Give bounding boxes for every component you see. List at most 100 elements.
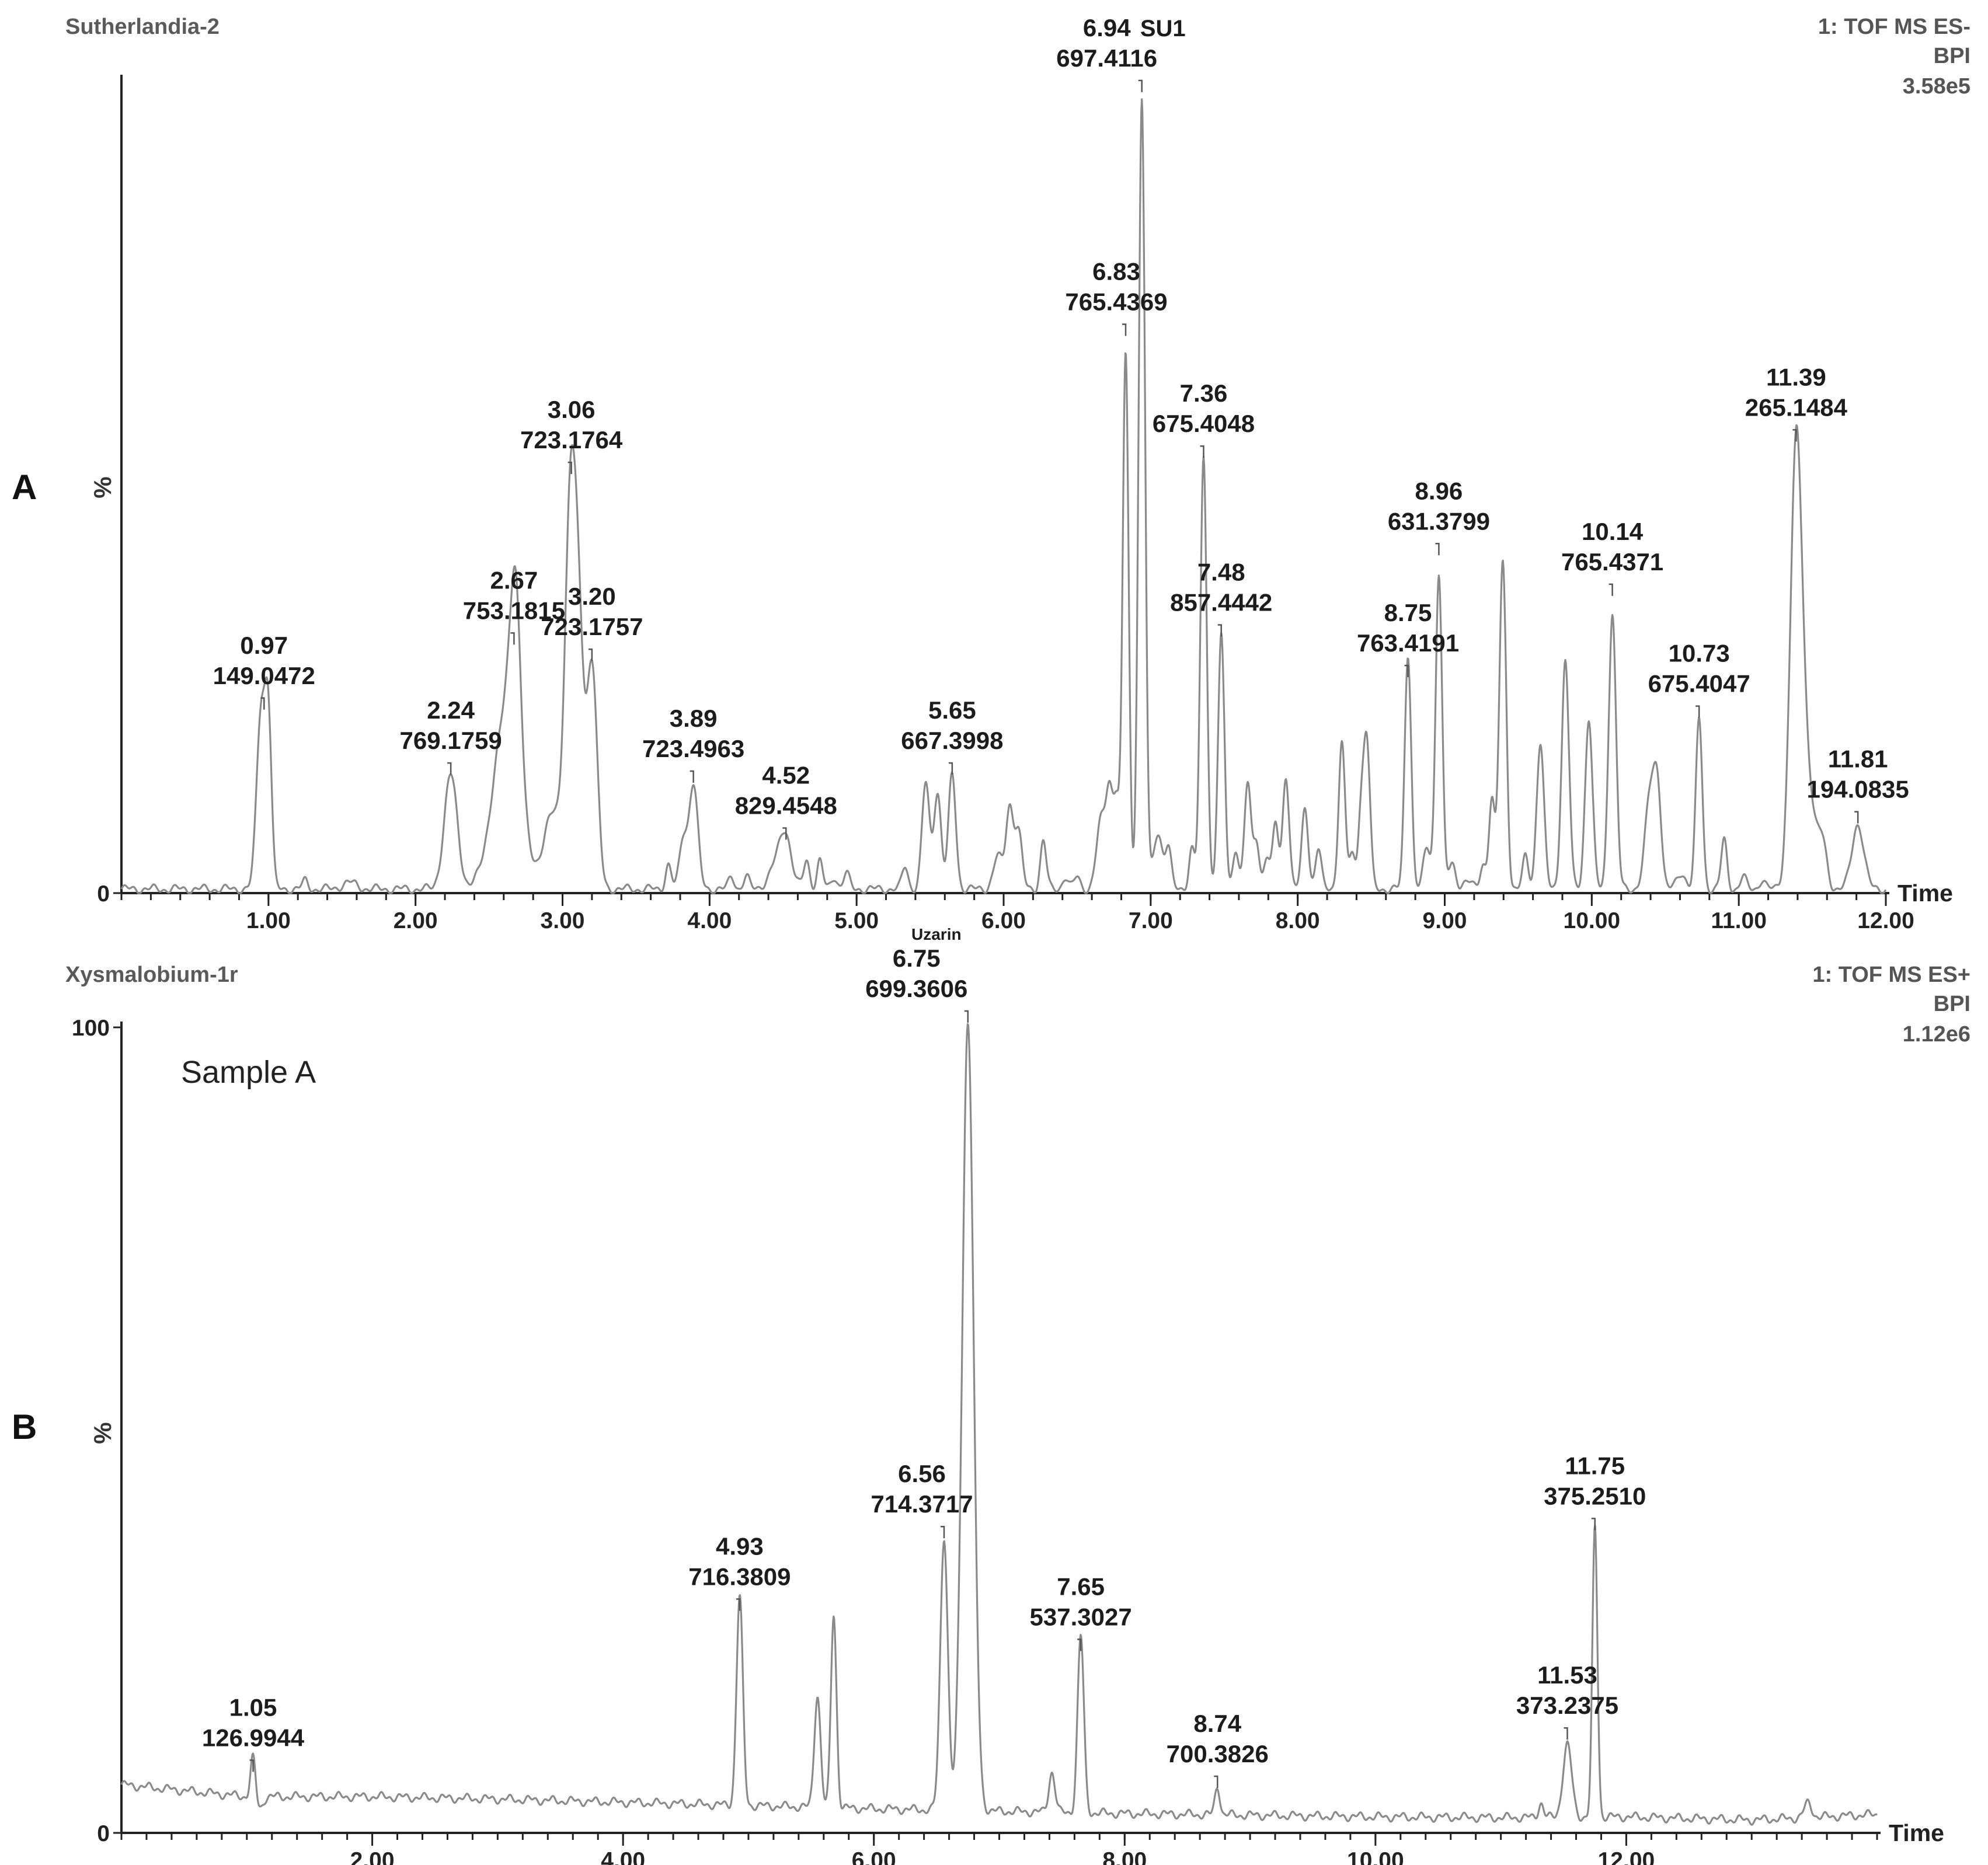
x-tick-label: 8.00	[1276, 908, 1320, 933]
peak-tick	[940, 1525, 945, 1539]
peak-rt-label: 10.73	[1669, 640, 1730, 667]
peak-annotation: 5.65 667.3998	[901, 696, 1003, 775]
peak-rt-label: 6.83	[1092, 257, 1140, 285]
x-tick-label: 10.00	[1564, 908, 1621, 933]
peak-annotation: 11.75 375.2510	[1544, 1452, 1646, 1531]
sample-annotation: Sample A	[181, 1055, 316, 1090]
header-line-1: 1: TOF MS ES-	[1818, 15, 1970, 39]
peak-annotation: 3.89 723.4963	[642, 705, 744, 783]
peak-tick	[1435, 543, 1440, 556]
peak-annotation: 6.56 714.3717	[871, 1460, 973, 1539]
peak-tick	[1217, 624, 1222, 637]
peak-annotation: 1.05 126.9944	[202, 1693, 305, 1772]
peak-mz-label: 375.2510	[1544, 1482, 1646, 1510]
peak-rt-label: 8.75	[1384, 599, 1432, 626]
x-tick-label: 11.00	[1711, 908, 1766, 933]
peak-rt-label: 7.65	[1057, 1573, 1105, 1600]
peak-rt-label: 6.94	[1083, 14, 1131, 41]
header-line-3: 3.58e5	[1903, 74, 1970, 99]
x-tick-label: 4.00	[601, 1848, 645, 1865]
peak-annotation: 8.75 763.4191	[1357, 599, 1459, 678]
x-tick-label: 7.00	[1129, 908, 1173, 933]
header-line-2: BPI	[1934, 992, 1970, 1016]
chart-panel-b: B Xysmalobium-1r 1: TOF MS ES+ BPI 1.12e6 Sam…	[12, 925, 1970, 1865]
y-tick-label: 0	[97, 881, 110, 907]
peak-mz-label: 753.1815	[463, 597, 565, 624]
peak-tick	[1214, 1775, 1218, 1788]
peak-tick	[1608, 583, 1613, 596]
peak-rt-label: 10.14	[1582, 518, 1644, 545]
peak-mz-label: 675.4048	[1153, 410, 1255, 437]
peak-mz-label: 769.1759	[400, 727, 502, 754]
x-tick-label: 6.00	[852, 1848, 896, 1865]
x-tick-label: 2.00	[394, 908, 438, 933]
x-tick-label: 6.00	[981, 908, 1026, 933]
peak-mz-label: 723.1757	[541, 613, 643, 640]
x-tick-label: 8.00	[1102, 1848, 1147, 1865]
peak-annotation: 6.75 699.3606 Uzarin	[865, 925, 969, 1023]
peak-tick	[964, 1010, 969, 1023]
peak-rt-label: 7.36	[1180, 379, 1228, 407]
peak-rt-label: 4.52	[762, 761, 810, 789]
header-line-2: BPI	[1934, 44, 1970, 68]
peak-mz-label: 723.1764	[520, 426, 623, 454]
peak-mz-label: 716.3809	[688, 1563, 791, 1590]
peak-annotation: 8.74 700.3826	[1167, 1710, 1269, 1788]
chromatogram-trace	[120, 98, 1887, 894]
peak-mz-label: 857.4442	[1170, 588, 1272, 616]
peak-annotation: 11.81 194.0835	[1807, 745, 1909, 824]
peak-rt-label: 11.53	[1537, 1661, 1597, 1689]
peak-mz-label: 126.9944	[202, 1724, 305, 1751]
x-axis-label: Time	[1889, 1819, 1944, 1846]
peak-annotation: 7.48 857.4442	[1170, 558, 1272, 637]
peak-annotation: 10.14 765.4371	[1561, 518, 1663, 596]
peak-mz-label: 723.4963	[642, 735, 744, 762]
x-axis-label: Time	[1898, 880, 1953, 907]
peak-mz-label: 631.3799	[1388, 507, 1490, 535]
x-tick-label: 12.00	[1857, 908, 1914, 933]
x-tick-label: 9.00	[1423, 908, 1467, 933]
peak-rt-label: 11.75	[1565, 1452, 1625, 1479]
peak-tick	[1695, 705, 1700, 718]
peak-mz-label: 699.3606	[865, 975, 967, 1002]
peak-tick	[1077, 1639, 1082, 1651]
peak-tick	[1200, 445, 1204, 458]
peak-rt-label: 3.20	[568, 583, 616, 610]
peak-rt-label: 2.24	[427, 696, 475, 724]
chart-title: Xysmalobium-1r	[65, 963, 238, 987]
peak-rt-label: 3.06	[548, 396, 596, 423]
peak-rt-label: 6.56	[898, 1460, 946, 1487]
peak-rt-label: 11.39	[1766, 363, 1826, 391]
peak-mz-label: 765.4371	[1561, 548, 1663, 576]
x-tick-label: 1.00	[246, 908, 291, 933]
peak-mz-label: 265.1484	[1745, 393, 1848, 421]
peak-tick	[510, 632, 515, 645]
peak-mz-label: 667.3998	[901, 727, 1003, 754]
y-tick-label: 100	[72, 1016, 110, 1041]
peak-tick	[1564, 1727, 1568, 1740]
peak-rt-label: 2.67	[490, 566, 538, 594]
peak-rt-label: 6.75	[893, 944, 941, 972]
chart-title: Sutherlandia-2	[65, 15, 220, 39]
peak-mz-label: 714.3717	[871, 1490, 973, 1518]
peak-tick	[567, 461, 572, 475]
peak-mz-label: 537.3027	[1030, 1603, 1132, 1630]
peak-tick	[1122, 323, 1127, 336]
peak-annotation: 3.06 723.1764	[520, 396, 623, 475]
peak-tick	[948, 762, 953, 775]
peak-compound-name: SU1	[1140, 16, 1186, 41]
peak-mz-label: 675.4047	[1648, 670, 1750, 698]
peak-rt-label: 7.48	[1197, 558, 1245, 585]
peak-annotation: 4.93 716.3809	[688, 1532, 791, 1611]
peak-tick	[1404, 664, 1409, 678]
panel-letter: A	[12, 468, 37, 507]
chromatogram-trace	[120, 1023, 1878, 1826]
peak-annotation: 4.52 829.4548	[735, 761, 837, 840]
peak-annotation: 11.53 373.2375	[1516, 1661, 1618, 1740]
peak-annotation: 7.36 675.4048	[1153, 379, 1255, 458]
peak-annotation: 10.73 675.4047	[1648, 640, 1750, 718]
panel-letter: B	[12, 1407, 37, 1446]
peak-annotation: 8.96 631.3799	[1388, 477, 1490, 556]
x-tick-label: 5.00	[834, 908, 879, 933]
